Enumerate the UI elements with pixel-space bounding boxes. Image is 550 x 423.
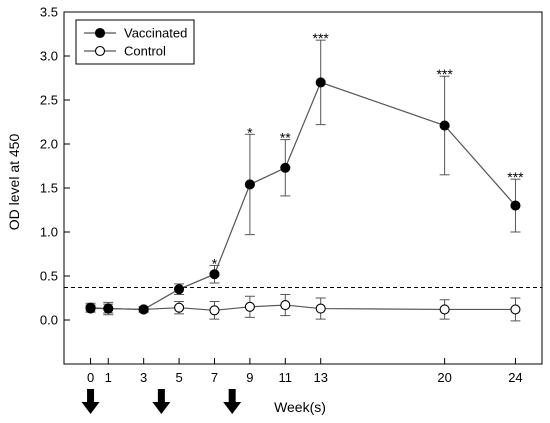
- data-point-control: [209, 305, 220, 316]
- vaccination-arrow-icon: [81, 389, 100, 414]
- data-point-vaccinated: [315, 77, 326, 88]
- significance-marker: **: [280, 130, 291, 146]
- significance-marker: ***: [507, 169, 524, 185]
- legend-label: Vaccinated: [124, 26, 187, 41]
- y-tick-label: 1.0: [40, 225, 58, 240]
- data-point-vaccinated: [103, 303, 114, 314]
- significance-marker: ***: [436, 66, 453, 82]
- series-line-vaccinated: [90, 81, 516, 311]
- data-point-vaccinated: [174, 284, 185, 295]
- data-point-control: [510, 304, 521, 315]
- x-axis-title: Week(s): [274, 399, 326, 415]
- y-axis-title: OD level at 450: [6, 134, 22, 231]
- x-tick-label: 5: [175, 370, 182, 385]
- data-point-vaccinated: [439, 120, 450, 131]
- x-tick-label: 7: [211, 370, 218, 385]
- legend: Vaccinated Control: [75, 19, 195, 65]
- x-tick-label: 3: [140, 370, 147, 385]
- data-point-control: [315, 303, 326, 314]
- vaccination-arrow-icon: [223, 389, 242, 414]
- data-point-vaccinated: [280, 162, 291, 173]
- significance-marker: ***: [313, 30, 330, 46]
- y-tick-label: 3.0: [40, 49, 58, 64]
- legend-box: [75, 19, 195, 65]
- y-tick-label: 1.5: [40, 181, 58, 196]
- data-point-vaccinated: [138, 304, 149, 315]
- data-points-layer: [85, 77, 521, 316]
- data-point-vaccinated: [510, 200, 521, 211]
- x-tick-label: 24: [508, 370, 522, 385]
- data-point-control: [439, 304, 450, 315]
- x-tick-label: 20: [437, 370, 451, 385]
- data-point-control: [280, 299, 291, 311]
- y-tick-label: 2.0: [40, 137, 58, 152]
- plot-frame: [63, 11, 543, 365]
- series-line-control: [90, 304, 516, 311]
- y-tick-label: 2.5: [40, 93, 58, 108]
- legend-marker: [94, 27, 106, 39]
- significance-marker: *: [212, 255, 218, 271]
- x-tick-label: 1: [105, 370, 112, 385]
- axes-layer: 0.00.51.01.52.02.53.03.50 1 3 5 7 9 11 13 20 24: [40, 5, 543, 385]
- significance-layer: ** ***********: [212, 30, 524, 271]
- vaccination-arrow-icon: [152, 389, 171, 414]
- error-bars-layer: [85, 39, 521, 322]
- data-point-vaccinated: [209, 269, 220, 280]
- y-tick-label: 0.5: [40, 269, 58, 284]
- y-tick-label: 0.0: [40, 313, 58, 328]
- y-tick-label: 3.5: [40, 5, 58, 20]
- data-point-control: [244, 301, 255, 312]
- data-point-vaccinated: [244, 179, 255, 190]
- x-tick-label: 13: [313, 370, 327, 385]
- series-lines-layer: [90, 81, 516, 311]
- legend-marker: [94, 45, 106, 57]
- significance-marker: *: [247, 124, 253, 140]
- x-tick-label: 9: [246, 370, 253, 385]
- x-tick-label: 11: [279, 370, 293, 385]
- x-tick-label: 0: [87, 370, 94, 385]
- legend-label: Control: [124, 44, 166, 59]
- data-point-control: [174, 302, 185, 313]
- vaccination-arrows: [81, 389, 242, 414]
- data-point-vaccinated: [85, 303, 96, 314]
